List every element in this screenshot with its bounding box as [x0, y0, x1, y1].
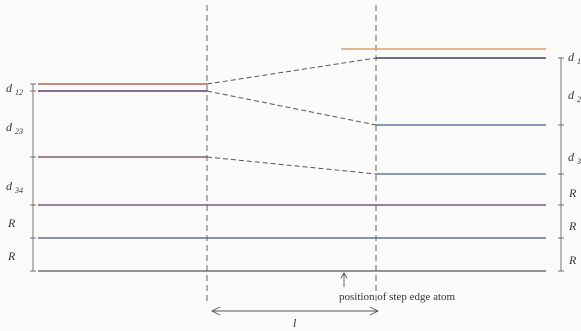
right-dimension-bar	[558, 57, 564, 272]
connector-3	[206, 156, 377, 175]
left-label-d23: d 23	[6, 120, 23, 136]
left-label-d12: d 12	[6, 81, 23, 97]
connector-2	[206, 90, 377, 126]
right-label-d34: d 34	[568, 150, 581, 166]
left-label-d34: d 34	[6, 179, 23, 195]
right-label-d23: d 23	[568, 88, 581, 104]
right-label-d12: d 12	[568, 50, 581, 66]
step-edge-arrowhead	[340, 272, 348, 279]
right-label-R2: R	[568, 219, 577, 233]
left-label-R2: R	[7, 249, 16, 263]
right-label-R3: R	[568, 253, 577, 267]
connector-1	[206, 57, 377, 85]
left-dimension-bar	[30, 83, 36, 272]
left-label-R1: R	[7, 216, 16, 230]
right-label-R1: R	[568, 186, 577, 200]
step-edge-label: position of step edge atom	[339, 291, 456, 303]
width-label-l: l	[293, 316, 297, 330]
width-arrow	[210, 306, 380, 316]
